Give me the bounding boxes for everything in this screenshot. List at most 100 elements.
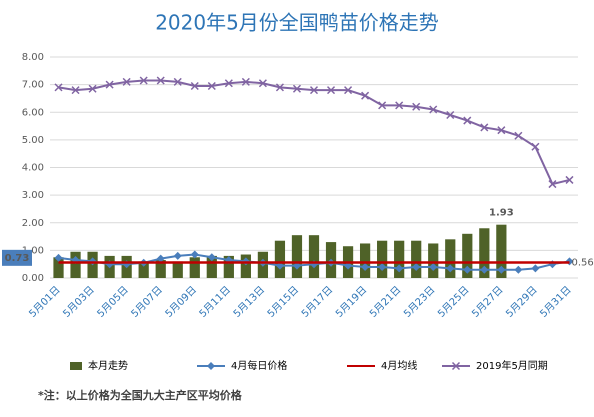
bar <box>377 240 388 278</box>
x-tick-label: 5月21日 <box>367 284 403 320</box>
point <box>480 265 489 274</box>
bar <box>308 235 320 278</box>
bar <box>445 239 456 278</box>
point <box>292 84 301 93</box>
point <box>429 105 438 114</box>
point <box>548 180 557 189</box>
point <box>412 262 421 271</box>
line <box>58 79 570 186</box>
bar <box>53 257 64 278</box>
bar <box>359 243 371 278</box>
point <box>395 264 404 273</box>
point <box>71 86 80 95</box>
legend-label: 4月均线 <box>381 359 417 372</box>
x-tick-label: 5月05日 <box>95 284 131 320</box>
point <box>429 262 438 271</box>
bar <box>155 260 166 278</box>
point <box>241 77 250 86</box>
point <box>412 102 421 111</box>
point <box>54 83 63 92</box>
point <box>207 362 215 370</box>
y-tick-label: 1.00 <box>22 245 44 256</box>
point <box>258 79 267 88</box>
bar <box>138 261 149 278</box>
bar <box>394 240 405 278</box>
x-tick-label: 5月09日 <box>163 284 199 320</box>
x-tick-label: 5月29日 <box>504 284 540 320</box>
point <box>446 264 455 273</box>
data-label-box <box>2 249 32 266</box>
point <box>378 262 387 271</box>
point <box>54 253 63 262</box>
x-tick-label: 5月25日 <box>435 284 471 320</box>
point <box>173 77 182 86</box>
y-tick-label: 0.00 <box>22 273 44 284</box>
point <box>344 86 353 95</box>
point <box>395 101 404 110</box>
y-tick-label: 4.00 <box>22 163 44 174</box>
point <box>531 264 540 273</box>
x-tick-label: 5月07日 <box>129 284 165 320</box>
data-label: 1.93 <box>489 208 514 219</box>
point <box>156 254 165 263</box>
point <box>88 84 97 93</box>
point <box>463 265 472 274</box>
point <box>173 251 182 260</box>
data-label: 0.73 <box>5 253 30 264</box>
x-tick-label: 5月27日 <box>469 284 505 320</box>
y-tick-label: 5.00 <box>22 135 44 146</box>
legend-swatch <box>70 362 82 370</box>
bar <box>172 261 183 278</box>
point <box>139 76 148 85</box>
legend-label: 4月每日价格 <box>231 359 287 372</box>
point <box>361 262 370 271</box>
data-label: 0.56 <box>571 258 593 269</box>
point <box>309 86 319 95</box>
bar <box>206 255 217 278</box>
point <box>327 86 336 95</box>
point <box>190 81 199 91</box>
point <box>122 77 131 86</box>
point <box>156 76 165 85</box>
point <box>451 361 461 371</box>
point <box>207 81 216 91</box>
point <box>463 116 472 125</box>
bar <box>240 254 251 278</box>
chart-title: 2020年5月份全国鸭苗价格走势 <box>155 11 439 35</box>
x-tick-label: 5月31日 <box>538 284 574 320</box>
point <box>514 131 523 140</box>
bar <box>291 235 303 278</box>
x-tick-label: 5月03日 <box>61 284 97 320</box>
bar <box>70 251 81 278</box>
note: *注：以上价格为全国九大主产区平均价格 <box>38 388 243 402</box>
x-tick-label: 5月15日 <box>265 284 301 320</box>
y-tick-label: 3.00 <box>22 190 44 201</box>
point <box>224 79 233 88</box>
point <box>190 250 199 259</box>
x-tick-label: 5月23日 <box>401 284 437 320</box>
y-tick-label: 7.00 <box>22 80 44 91</box>
y-tick-label: 6.00 <box>22 107 44 118</box>
x-tick-label: 5月17日 <box>299 284 335 320</box>
x-tick-label: 5月13日 <box>231 284 267 320</box>
bar <box>274 240 286 278</box>
bar <box>479 228 490 278</box>
legend-label: 本月走势 <box>88 359 128 372</box>
y-tick-label: 2.00 <box>22 218 44 229</box>
bar <box>428 243 439 278</box>
point <box>275 83 284 92</box>
point <box>514 265 523 274</box>
y-tick-label: 8.00 <box>22 52 44 63</box>
bar <box>496 224 507 278</box>
x-tick-label: 5月11日 <box>197 284 233 320</box>
bar <box>189 257 200 278</box>
point <box>378 101 387 110</box>
point <box>565 175 574 184</box>
point <box>480 123 489 132</box>
point <box>446 110 455 120</box>
point <box>361 91 370 100</box>
x-tick-label: 5月01日 <box>27 284 63 320</box>
x-tick-label: 5月19日 <box>333 284 369 320</box>
point <box>105 80 114 89</box>
bar <box>223 255 234 278</box>
